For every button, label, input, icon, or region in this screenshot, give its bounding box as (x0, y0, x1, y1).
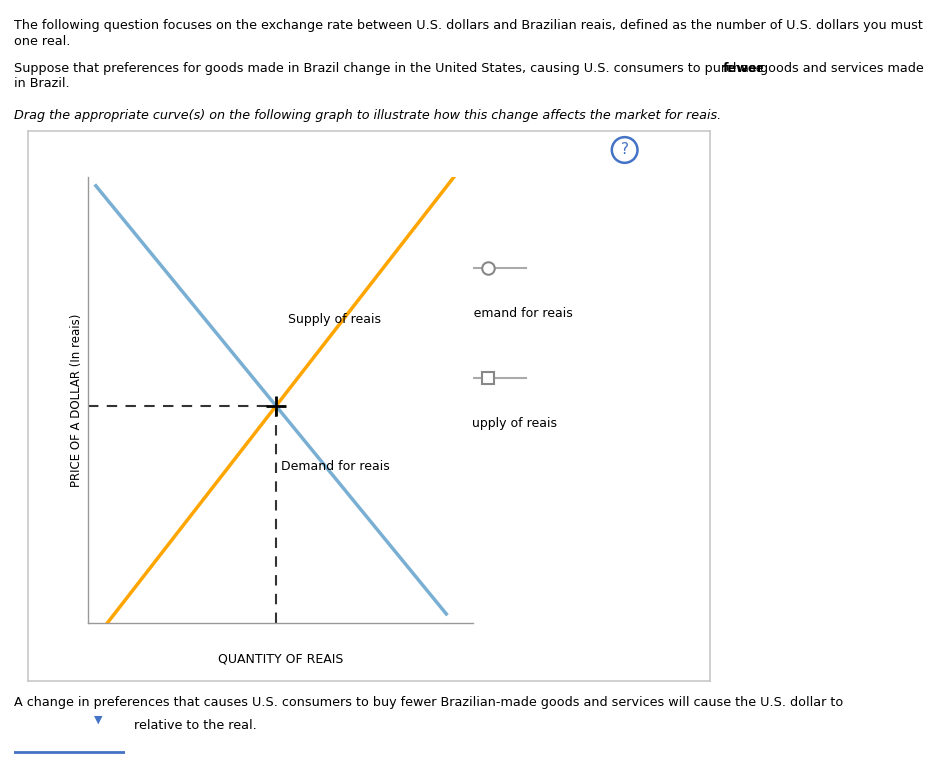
Text: one real.: one real. (14, 35, 70, 48)
Text: Demand for reais: Demand for reais (281, 461, 389, 473)
Y-axis label: PRICE OF A DOLLAR (In reais): PRICE OF A DOLLAR (In reais) (70, 313, 83, 487)
Text: ?: ? (620, 142, 628, 158)
Text: goods and services made: goods and services made (756, 62, 923, 75)
Text: Demand for reais: Demand for reais (464, 307, 573, 320)
Text: ▼: ▼ (94, 715, 103, 725)
Text: A change in preferences that causes U.S. consumers to buy fewer Brazilian-made g: A change in preferences that causes U.S.… (14, 696, 843, 709)
Text: Suppose that preferences for goods made in Brazil change in the United States, c: Suppose that preferences for goods made … (14, 62, 767, 75)
Text: relative to the real.: relative to the real. (130, 719, 257, 732)
Text: in Brazil.: in Brazil. (14, 77, 70, 90)
Text: fewer: fewer (721, 62, 763, 75)
Text: The following question focuses on the exchange rate between U.S. dollars and Bra: The following question focuses on the ex… (14, 19, 927, 32)
Text: Drag the appropriate curve(s) on the following graph to illustrate how this chan: Drag the appropriate curve(s) on the fol… (14, 109, 720, 122)
Text: Supply of reais: Supply of reais (288, 313, 381, 326)
Text: QUANTITY OF REAIS: QUANTITY OF REAIS (218, 653, 343, 665)
Text: Supply of reais: Supply of reais (464, 417, 557, 430)
